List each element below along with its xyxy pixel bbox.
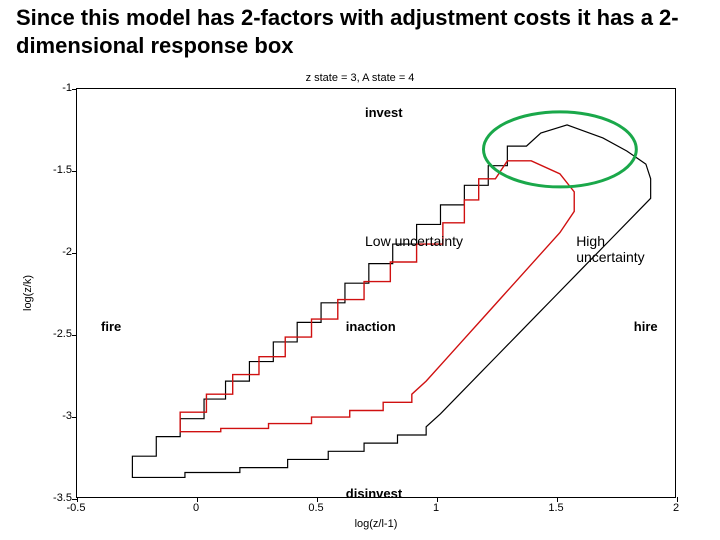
plot-area: invest fire inaction hire disinvest Low uncer… [76,88,676,498]
region-label: fire [101,319,121,334]
x-tick: 1 [433,502,439,514]
y-tick: -3 [48,410,72,422]
plot-title: z state = 3, A state = 4 [16,72,704,84]
chart-container: z state = 3, A state = 4 log(z/k) invest… [16,72,704,532]
y-tick: -1 [48,82,72,94]
region-label: inaction [346,319,396,334]
page-title: Since this model has 2-factors with adju… [16,4,704,59]
high-uncertainty-boundary [132,125,650,478]
region-label: invest [365,105,403,120]
y-tick: -3.5 [48,492,72,504]
x-tick: 0.5 [308,502,323,514]
annotation: High uncertainty [576,233,675,265]
x-tick: 1.5 [548,502,563,514]
region-label: disinvest [346,486,402,501]
x-tick: 2 [673,502,679,514]
annotation: Low uncertainty [365,233,463,249]
x-tick: 0 [193,502,199,514]
series-layer [77,89,675,497]
y-tick: -2.5 [48,328,72,340]
y-tick: -1.5 [48,164,72,176]
highlight-ellipse [483,112,636,187]
region-label: hire [634,319,658,334]
x-axis-label: log(z/l-1) [76,518,676,530]
y-axis-label: log(z/k) [22,88,36,498]
y-tick: -2 [48,246,72,258]
low-uncertainty-boundary [180,161,574,432]
